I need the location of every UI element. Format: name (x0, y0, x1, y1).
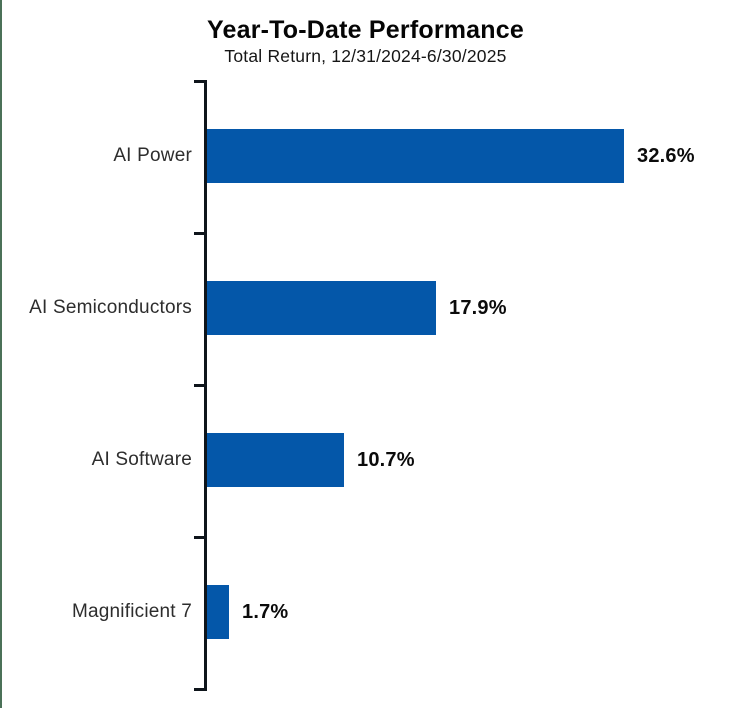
category-label: AI Software (91, 449, 192, 470)
bar-value-label: 32.6% (637, 145, 695, 167)
category-axis-line (204, 80, 207, 691)
chart-title: Year-To-Date Performance (207, 16, 524, 44)
bar-value-label: 1.7% (242, 601, 289, 623)
axis-tick (194, 384, 204, 387)
bar (207, 585, 229, 639)
category-label: Magnificient 7 (71, 601, 192, 622)
bar (207, 433, 344, 487)
bar-value-label: 10.7% (357, 449, 415, 471)
axis-tick (194, 536, 204, 539)
axis-tick (194, 80, 204, 83)
bar (207, 281, 436, 335)
bar-value-label: 17.9% (449, 297, 507, 319)
left-accent-border (0, 0, 2, 708)
axis-tick (194, 688, 204, 691)
chart-subtitle: Total Return, 12/31/2024-6/30/2025 (224, 46, 507, 66)
axis-tick (194, 232, 204, 235)
category-label: AI Semiconductors (29, 297, 192, 318)
bar (207, 129, 624, 183)
category-label: AI Power (113, 145, 192, 166)
